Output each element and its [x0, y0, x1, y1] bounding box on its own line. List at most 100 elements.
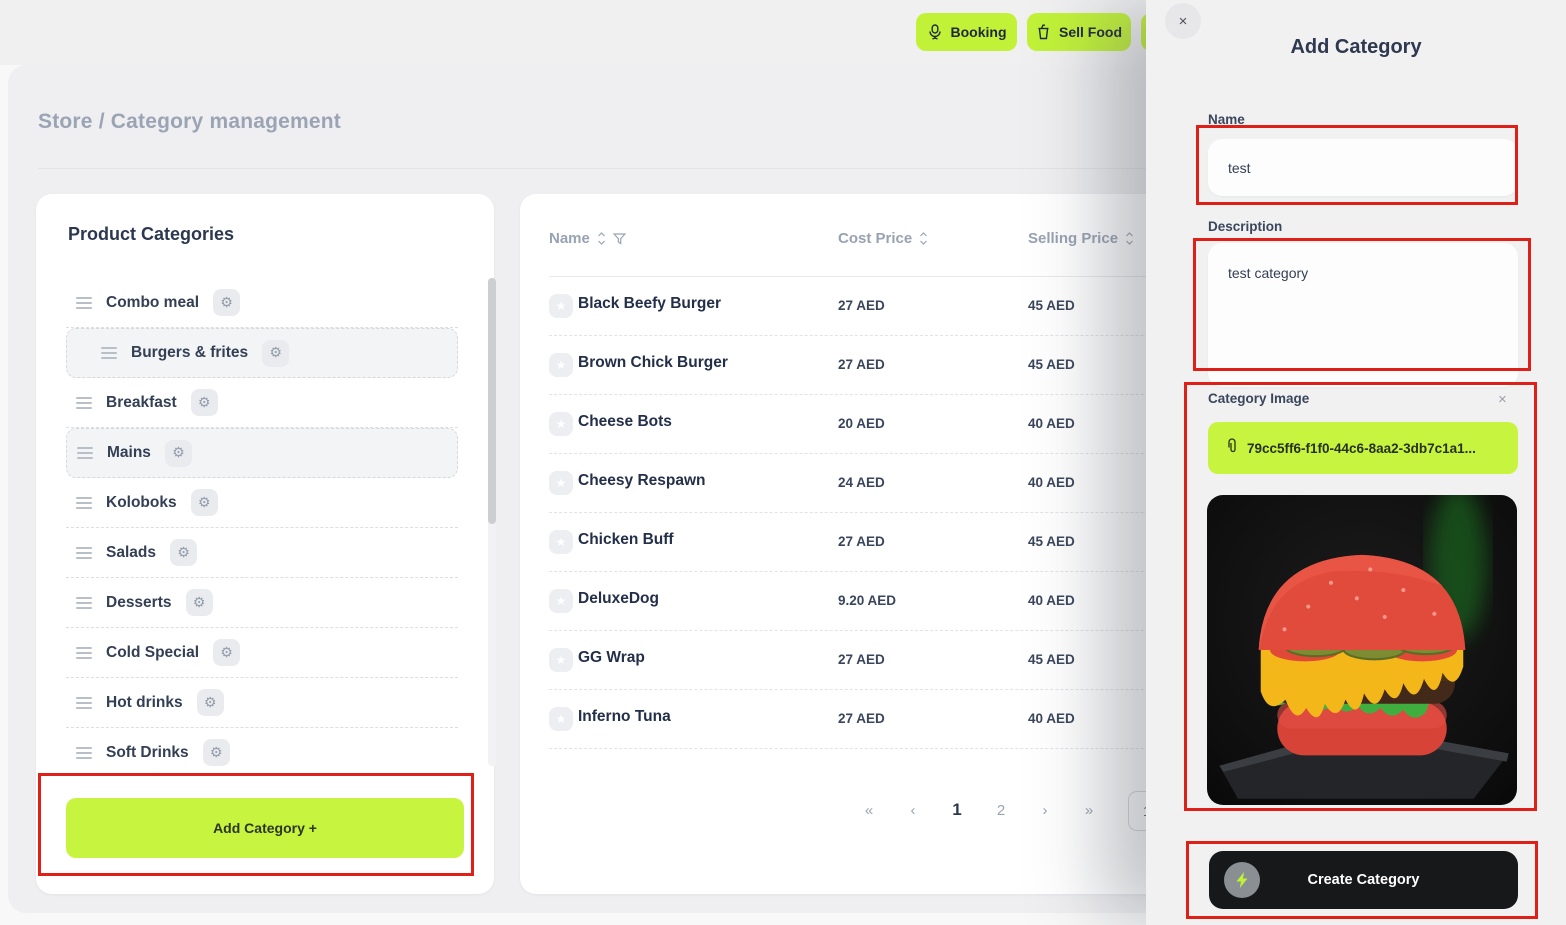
category-label: Combo meal — [106, 293, 200, 311]
gear-icon[interactable]: ⚙ — [185, 589, 213, 616]
star-icon[interactable]: ★ — [549, 648, 573, 672]
microphone-icon — [927, 24, 943, 40]
pagination-next[interactable]: › — [1042, 801, 1048, 819]
selling-price: 45 AED — [1028, 534, 1075, 549]
table-header: Name Cost Price Selling Price — [520, 230, 1340, 260]
create-category-button[interactable]: Create Category — [1209, 851, 1518, 909]
filter-funnel-icon[interactable] — [612, 232, 626, 245]
gear-icon[interactable]: ⚙ — [190, 489, 218, 516]
gear-icon[interactable]: ⚙ — [262, 339, 290, 367]
gear-icon[interactable]: ⚙ — [213, 289, 241, 316]
cost-price: 27 AED — [838, 711, 885, 726]
sell-food-button-label: Sell Food — [1059, 24, 1122, 40]
drag-handle-icon[interactable] — [76, 546, 92, 559]
category-image-label: Category Image — [1208, 391, 1310, 406]
column-header-name[interactable]: Name — [549, 230, 626, 247]
selling-price: 45 AED — [1028, 298, 1075, 313]
product-name: Brown Chick Burger — [578, 354, 728, 371]
gear-icon[interactable]: ⚙ — [196, 689, 224, 716]
drag-handle-icon[interactable] — [76, 746, 92, 759]
star-icon[interactable]: ★ — [549, 471, 573, 495]
category-row-salads[interactable]: Salads ⚙ — [66, 528, 458, 578]
category-list: Combo meal ⚙ Burgers & frites ⚙ Breakfas… — [66, 278, 458, 766]
description-label: Description — [1208, 219, 1283, 234]
cost-price: 27 AED — [838, 357, 885, 372]
pagination-page-2[interactable]: 2 — [996, 801, 1006, 819]
drag-handle-icon[interactable] — [77, 447, 93, 459]
product-categories-title: Product Categories — [68, 224, 235, 244]
category-row-mains[interactable]: Mains ⚙ — [66, 428, 458, 478]
star-icon[interactable]: ★ — [549, 589, 573, 613]
category-row-koloboks[interactable]: Koloboks ⚙ — [66, 478, 458, 528]
category-row-combo-meal[interactable]: Combo meal ⚙ — [66, 278, 458, 328]
uploaded-file-chip[interactable]: 79cc5ff6-f1f0-44c6-8aa2-3db7c1a1... — [1208, 422, 1518, 474]
column-label: Name — [549, 230, 590, 247]
gear-icon[interactable]: ⚙ — [169, 539, 197, 566]
pagination-first[interactable]: « — [864, 801, 874, 819]
table-row[interactable]: ★ Cheesy Respawn 24 AED 40 AED — [549, 454, 1309, 513]
add-category-button[interactable]: Add Category + — [66, 798, 464, 858]
paperclip-icon — [1226, 437, 1239, 459]
divider — [38, 168, 1538, 169]
drag-handle-icon[interactable] — [76, 696, 92, 709]
product-name: DeluxeDog — [578, 590, 659, 607]
column-header-selling-price[interactable]: Selling Price — [1028, 230, 1134, 247]
table-row[interactable]: ★ DeluxeDog 9.20 AED 40 AED — [549, 572, 1309, 631]
pagination-last[interactable]: » — [1084, 801, 1094, 819]
pagination-page-1[interactable]: 1 — [952, 800, 962, 819]
drag-handle-icon[interactable] — [76, 596, 92, 609]
category-label: Koloboks — [106, 493, 177, 511]
booking-button[interactable]: Booking — [916, 13, 1017, 51]
category-row-hot-drinks[interactable]: Hot drinks ⚙ — [66, 678, 458, 728]
star-icon[interactable]: ★ — [549, 412, 573, 436]
star-icon[interactable]: ★ — [549, 353, 573, 377]
drag-handle-icon[interactable] — [76, 646, 92, 659]
star-icon[interactable]: ★ — [549, 707, 573, 731]
sort-icon[interactable] — [919, 232, 928, 245]
table-row[interactable]: ★ Black Beefy Burger 27 AED 45 AED — [549, 277, 1309, 336]
drag-handle-icon[interactable] — [76, 396, 92, 409]
category-label: Mains — [107, 444, 151, 461]
gear-icon[interactable]: ⚙ — [202, 739, 230, 766]
sort-icon[interactable] — [597, 232, 606, 245]
cup-icon — [1036, 24, 1051, 40]
category-row-cold-special[interactable]: Cold Special ⚙ — [66, 628, 458, 678]
category-label: Cold Special — [106, 643, 200, 661]
divider — [549, 276, 1309, 277]
table-row[interactable]: ★ Brown Chick Burger 27 AED 45 AED — [549, 336, 1309, 395]
remove-image-icon[interactable]: × — [1498, 391, 1507, 408]
product-name: GG Wrap — [578, 649, 645, 666]
table-row[interactable]: ★ Chicken Buff 27 AED 45 AED — [549, 513, 1309, 572]
pagination-prev[interactable]: ‹ — [910, 801, 916, 819]
drag-handle-icon[interactable] — [101, 347, 117, 359]
sort-icon[interactable] — [1125, 232, 1134, 245]
selling-price: 40 AED — [1028, 593, 1075, 608]
column-header-cost-price[interactable]: Cost Price — [838, 230, 928, 247]
category-image-preview — [1207, 495, 1517, 805]
close-icon[interactable]: × — [1165, 3, 1201, 39]
category-row-soft-drinks[interactable]: Soft Drinks ⚙ — [66, 728, 458, 766]
category-row-desserts[interactable]: Desserts ⚙ — [66, 578, 458, 628]
selling-price: 45 AED — [1028, 357, 1075, 372]
gear-icon[interactable]: ⚙ — [164, 439, 192, 467]
gear-icon[interactable]: ⚙ — [213, 639, 241, 666]
star-icon[interactable]: ★ — [549, 530, 573, 554]
sell-food-button[interactable]: Sell Food — [1027, 13, 1131, 51]
table-row[interactable]: ★ Cheese Bots 20 AED 40 AED — [549, 395, 1309, 454]
table-row[interactable]: ★ Inferno Tuna 27 AED 40 AED — [549, 690, 1309, 749]
drag-handle-icon[interactable] — [76, 496, 92, 509]
table-row[interactable]: ★ GG Wrap 27 AED 45 AED — [549, 631, 1309, 690]
category-row-breakfast[interactable]: Breakfast ⚙ — [66, 378, 458, 428]
star-icon[interactable]: ★ — [549, 294, 573, 318]
scrollbar-thumb[interactable] — [488, 278, 496, 524]
description-input[interactable]: test category — [1208, 243, 1518, 387]
category-scrollbar[interactable] — [488, 278, 496, 766]
product-name: Inferno Tuna — [578, 708, 671, 725]
drag-handle-icon[interactable] — [76, 296, 92, 309]
gear-icon[interactable]: ⚙ — [190, 389, 218, 416]
category-row-burgers-frites[interactable]: Burgers & frites ⚙ — [66, 328, 458, 378]
cost-price: 27 AED — [838, 652, 885, 667]
column-label: Selling Price — [1028, 230, 1119, 247]
breadcrumb: Store / Category management — [38, 110, 341, 133]
name-input[interactable] — [1208, 139, 1518, 196]
